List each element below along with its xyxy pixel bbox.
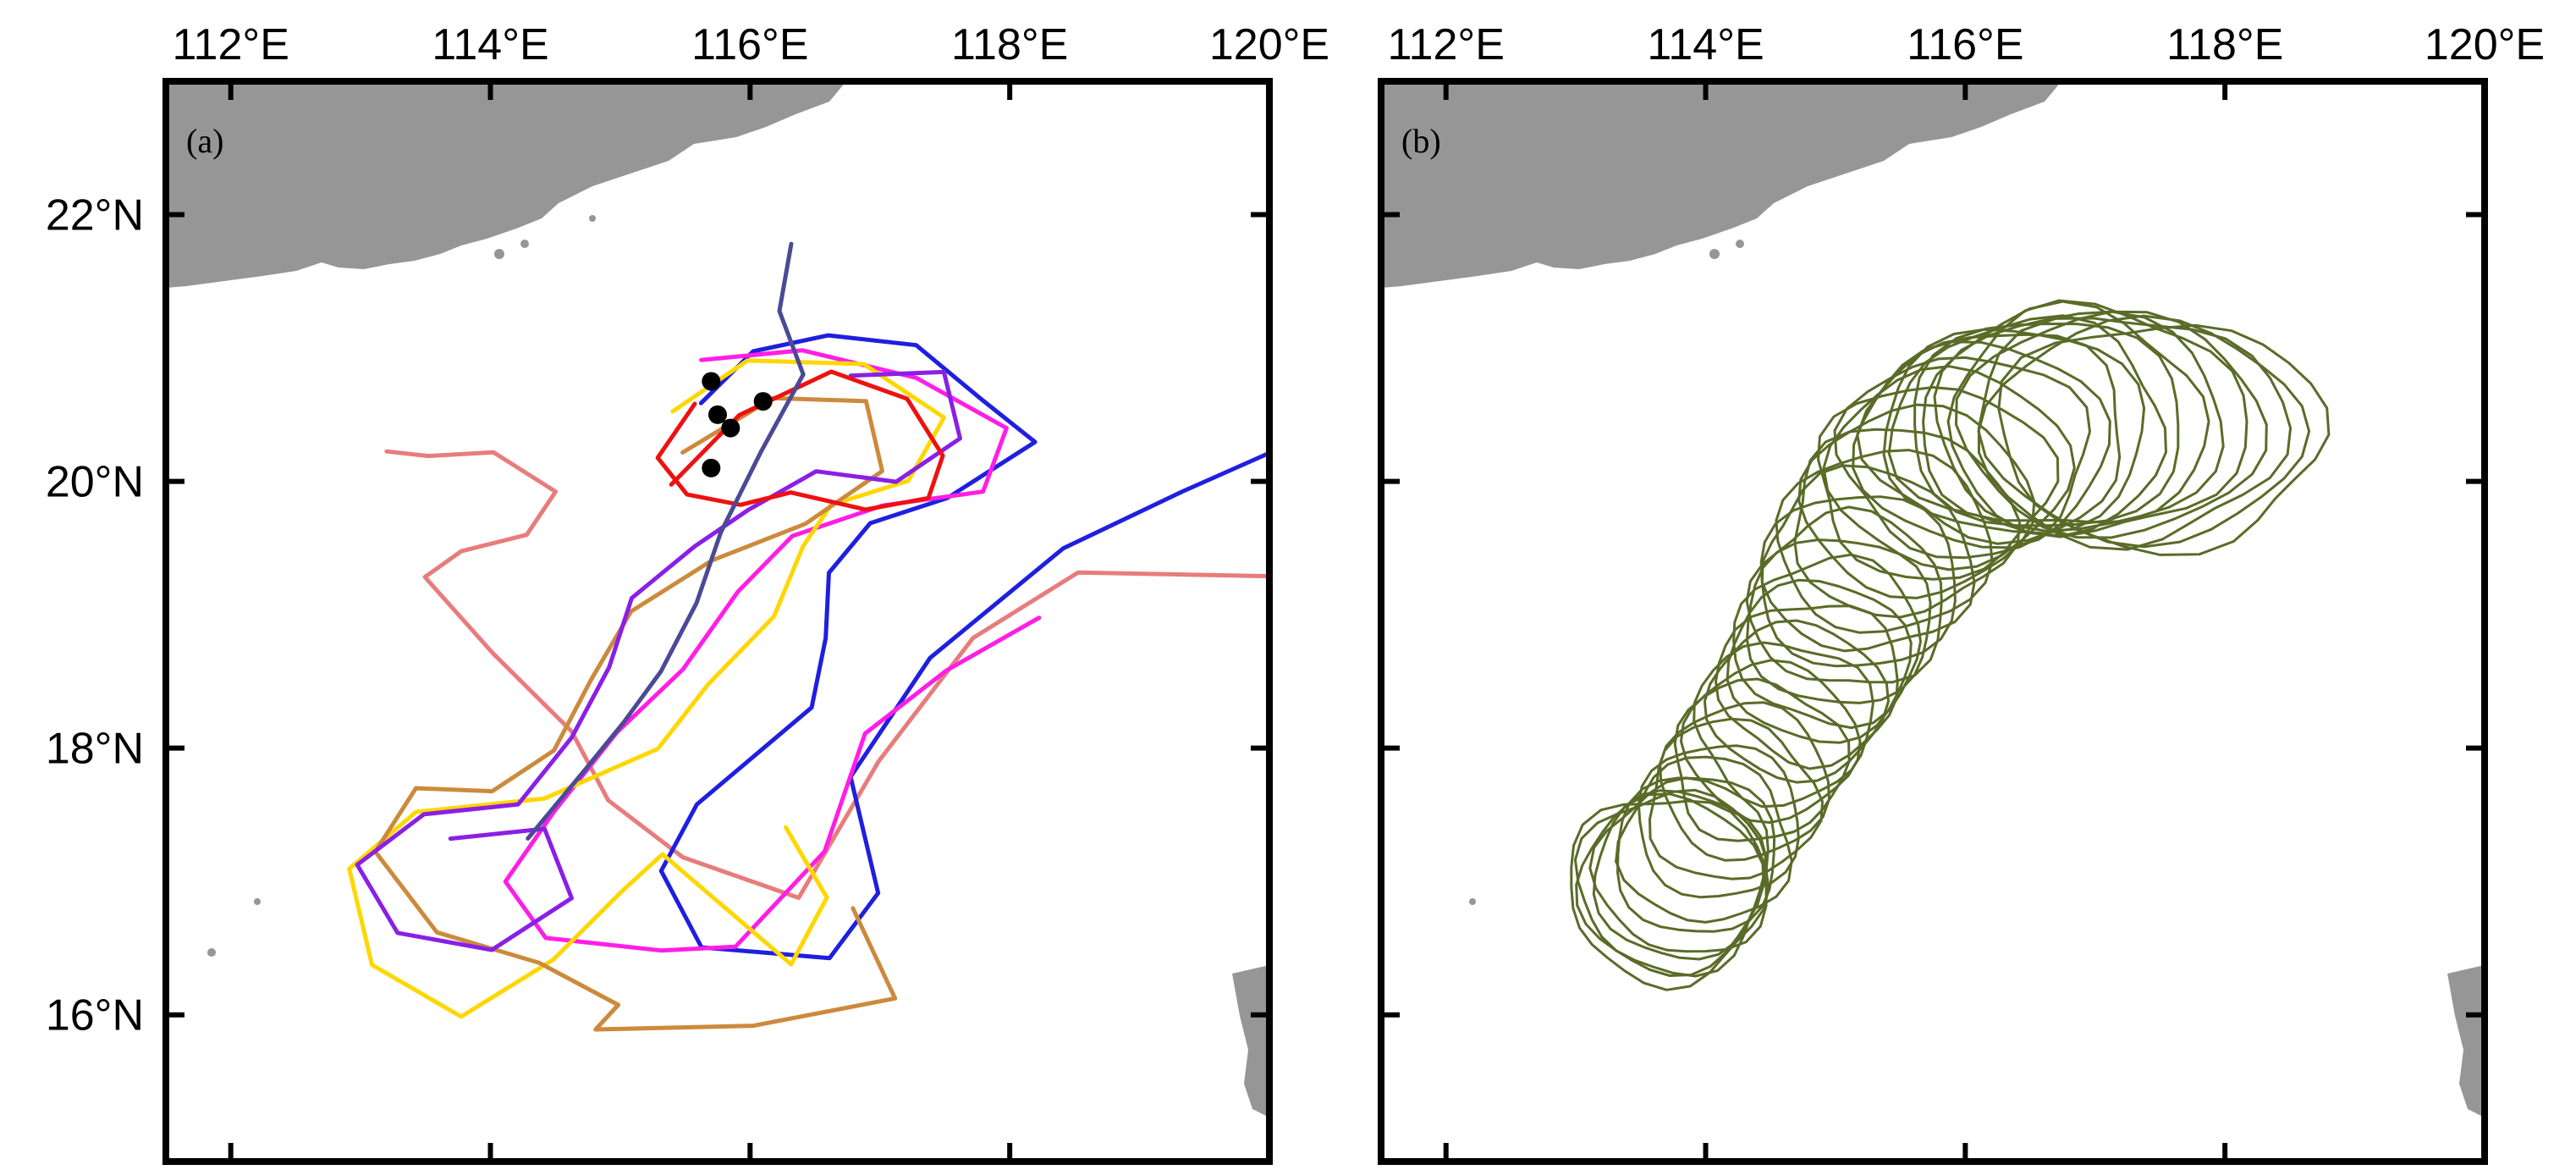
- x-tick-label: 112°E: [173, 20, 289, 69]
- eddy-contour: [1922, 300, 2210, 524]
- x-tick-label: 116°E: [1907, 20, 2023, 69]
- eddy-contour: [1570, 799, 1770, 991]
- eddy-contour: [1793, 428, 2021, 619]
- x-tick-label: 118°E: [2166, 20, 2283, 69]
- eddy-contours: [1570, 299, 2331, 991]
- eddy-contour: [1913, 323, 2180, 527]
- coastline-land: [1381, 81, 2485, 1118]
- drifter-tracks: [347, 241, 1269, 1032]
- drifter-track: [655, 369, 945, 512]
- eddy-contour: [1703, 619, 1890, 784]
- drifter-track: [526, 241, 806, 841]
- panel-a: (a) 112°E 114°E 116°E 118°E 120°E 16°N 18°N 20°…: [46, 20, 1329, 1165]
- eddy-contour: [1715, 604, 1899, 770]
- eddy-contour: [1955, 310, 2268, 539]
- eddy-contour: [1575, 792, 1765, 977]
- panel-b: (b) 112°E 114°E 116°E 118°E 120°E: [1378, 20, 2545, 1165]
- panel-label-a: (a): [186, 122, 223, 160]
- eddy-contour: [1997, 323, 2331, 556]
- eddy-contour: [1732, 553, 1922, 730]
- eddy-contour: [1946, 299, 2248, 538]
- release-marker: [708, 405, 727, 424]
- eddy-contour: [1726, 578, 1913, 744]
- eddy-contour: [1760, 464, 1976, 653]
- eddy-contour: [1759, 495, 1957, 668]
- panel-b-ticks: 112°E 114°E 116°E 118°E 120°E: [1381, 20, 2545, 1162]
- eddy-contour: [1745, 505, 1943, 684]
- x-tick-label: 120°E: [1209, 20, 1329, 69]
- eddy-contour: [1616, 776, 1776, 933]
- y-tick-label: 18°N: [46, 725, 144, 774]
- eddy-contour: [1680, 659, 1862, 825]
- eddy-contour: [1797, 403, 2036, 599]
- eddy-contour: [1775, 449, 1994, 634]
- release-marker: [702, 458, 721, 477]
- drifter-track: [384, 449, 1269, 900]
- panel-a-ticks: 112°E 114°E 116°E 118°E 120°E 16°N 18°N 20°N 22°…: [46, 20, 1329, 1162]
- panel-label-b: (b): [1401, 122, 1441, 160]
- x-tick-label: 118°E: [951, 20, 1068, 69]
- eddy-contour: [1977, 317, 2293, 551]
- eddy-contour: [1822, 365, 2076, 571]
- x-tick-label: 112°E: [1388, 20, 1505, 69]
- x-tick-label: 120°E: [2425, 20, 2545, 69]
- drifter-track: [658, 333, 1269, 961]
- x-tick-label: 114°E: [432, 20, 548, 69]
- eddy-contour: [1637, 744, 1800, 899]
- drifter-track: [373, 395, 898, 1032]
- coastline-land: [166, 81, 1269, 1118]
- release-marker: [702, 372, 721, 391]
- eddy-contour: [1887, 314, 2167, 538]
- eddy-contour: [1833, 356, 2091, 560]
- x-tick-label: 116°E: [691, 20, 808, 69]
- y-tick-label: 20°N: [46, 458, 144, 507]
- y-tick-label: 16°N: [46, 991, 144, 1040]
- eddy-contour: [1592, 789, 1767, 961]
- y-tick-label: 22°N: [46, 191, 144, 240]
- release-marker: [753, 392, 773, 411]
- release-points: [702, 372, 773, 477]
- drifter-track: [355, 369, 962, 952]
- x-tick-label: 114°E: [1647, 20, 1764, 69]
- release-marker: [721, 418, 740, 438]
